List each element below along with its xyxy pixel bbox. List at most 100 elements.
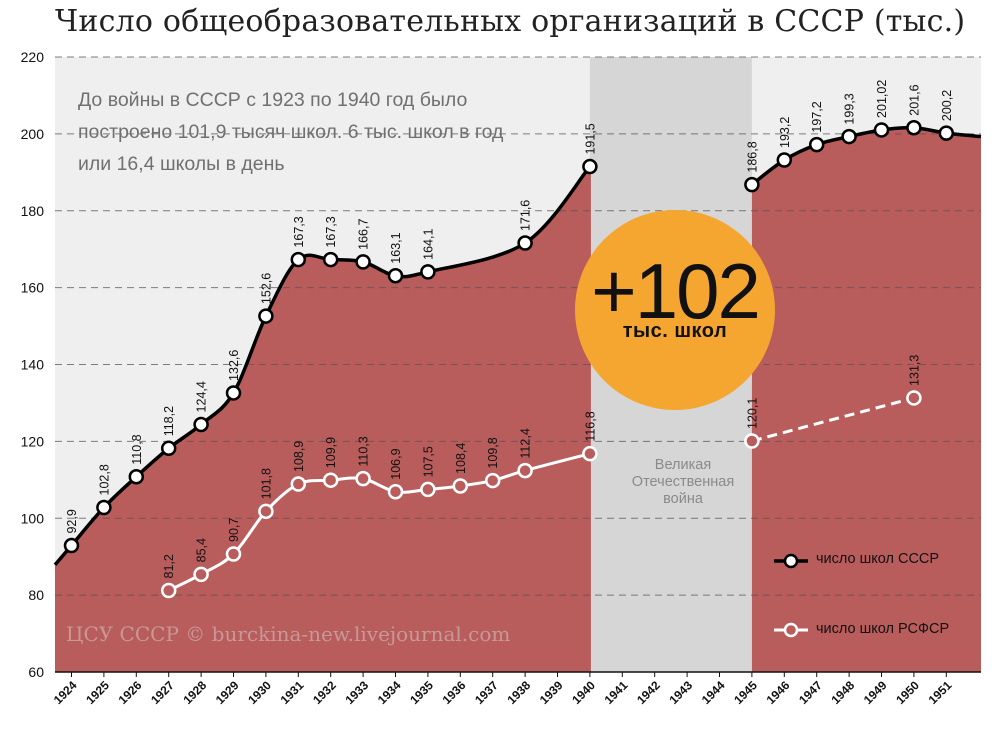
x-tick-label: 1947 xyxy=(796,678,825,707)
rsfsr-point xyxy=(420,481,436,498)
rsfsr-point xyxy=(906,390,922,406)
data-label: 108,9 xyxy=(292,441,306,472)
data-label: 171,6 xyxy=(519,200,533,231)
x-tick-label: 1951 xyxy=(926,678,955,707)
rsfsr-point xyxy=(452,478,469,494)
x-tick-label: 1925 xyxy=(83,678,112,707)
badge-subtitle: тыс. школ xyxy=(622,320,728,342)
ussr-point xyxy=(841,128,857,145)
y-tick-label: 80 xyxy=(28,587,44,603)
y-tick-label: 160 xyxy=(21,280,45,296)
y-tick-label: 220 xyxy=(21,49,45,65)
war-label-line: война xyxy=(663,491,703,507)
ussr-point xyxy=(258,308,274,324)
ussr-point xyxy=(776,152,793,168)
x-tick-label: 1945 xyxy=(731,678,760,707)
legend-marker-ussr xyxy=(783,553,799,569)
ussr-point xyxy=(582,158,598,175)
x-tick-label: 1934 xyxy=(375,678,404,707)
y-tick-label: 120 xyxy=(21,433,45,449)
data-label: 201,02 xyxy=(875,80,889,118)
area-postwar xyxy=(751,127,981,672)
ussr-point xyxy=(387,267,404,284)
grid-layer xyxy=(55,56,981,596)
area-layer xyxy=(55,127,981,672)
rsfsr-point xyxy=(193,566,209,583)
data-label: 166,7 xyxy=(357,219,371,250)
badge-value: +102 xyxy=(591,247,761,335)
x-tick-label: 1929 xyxy=(213,678,242,707)
data-label: 163,1 xyxy=(389,232,403,263)
chart-title: Число общеобразовательных организаций в … xyxy=(55,4,966,39)
data-label: 199,3 xyxy=(843,93,857,124)
data-label: 201,6 xyxy=(907,84,921,115)
data-label: 109,9 xyxy=(324,437,338,468)
data-label: 92,9 xyxy=(65,509,79,533)
rsfsr-point xyxy=(387,483,404,500)
ussr-point xyxy=(744,176,760,193)
rsfsr-point xyxy=(258,503,274,520)
rsfsr-point xyxy=(160,582,177,599)
x-tick-label: 1937 xyxy=(472,678,501,707)
x-tick-label: 1943 xyxy=(666,678,695,707)
ussr-point xyxy=(938,125,955,141)
x-tick-label: 1927 xyxy=(148,678,177,707)
y-tick-label: 180 xyxy=(21,203,45,219)
x-tick-label: 1950 xyxy=(893,678,922,707)
x-tick-label: 1924 xyxy=(51,678,80,707)
x-tick-label: 1946 xyxy=(764,678,793,707)
data-label: 90,7 xyxy=(227,518,241,542)
annotation-text: До войны в СССР с 1923 по 1940 год было … xyxy=(78,84,548,180)
y-tick-label: 60 xyxy=(28,664,44,680)
war-label-line: Отечественная xyxy=(631,474,735,490)
x-tick-label: 1938 xyxy=(504,678,533,707)
ussr-point xyxy=(290,251,307,268)
legend-label-rsfsr: число школ РСФСР xyxy=(816,621,950,637)
war-label-line: Великая xyxy=(654,457,712,473)
ussr-point xyxy=(128,468,145,485)
ussr-point xyxy=(906,119,922,136)
ussr-point xyxy=(160,440,177,457)
data-label: 200,2 xyxy=(940,90,954,121)
data-label: 108,4 xyxy=(454,443,468,474)
x-tick-label: 1936 xyxy=(440,678,469,707)
data-label: 85,4 xyxy=(195,538,209,562)
line-rsfsr-dashed xyxy=(751,396,915,443)
x-tick-label: 1944 xyxy=(699,678,728,707)
y-tick-label: 200 xyxy=(21,126,45,142)
x-tick-label: 1948 xyxy=(828,678,857,707)
ussr-point xyxy=(193,416,209,433)
annotation-line: построено 101,9 тысяч школ. 6 тыс. школ … xyxy=(78,121,504,143)
x-tick-label: 1941 xyxy=(602,678,631,707)
source-watermark: ЦСУ СССР © burckina-new.livejournal.com xyxy=(66,622,511,646)
y-tick-label: 140 xyxy=(21,357,45,373)
annotation-line: До войны в СССР с 1923 по 1940 год было xyxy=(78,89,468,111)
label-layer: 92,9 102,8 110,8 118,2 124,4 132,6 152,6 167,3 1… xyxy=(65,80,954,579)
x-tick-label: 1942 xyxy=(634,678,663,707)
rsfsr-point xyxy=(322,472,339,488)
ussr-point xyxy=(63,537,80,554)
rsfsr-point xyxy=(744,433,760,449)
data-label: 193,2 xyxy=(778,117,792,148)
ussr-point xyxy=(322,251,339,268)
rsfsr-point xyxy=(484,472,501,489)
legend-layer xyxy=(774,553,808,638)
rsfsr-point xyxy=(355,470,371,487)
x-tick-label: 1932 xyxy=(310,678,339,707)
x-tick-label: 1939 xyxy=(537,678,566,707)
war-label: Великая Отечественная война xyxy=(604,457,762,508)
legend-marker-rsfsr xyxy=(783,622,799,638)
annotation-line: или 16,4 школы в день xyxy=(78,153,285,175)
highlight-badge: +102 тыс. школ xyxy=(575,210,775,410)
data-label: 167,3 xyxy=(324,216,338,247)
data-label: 109,8 xyxy=(486,437,500,468)
x-tick-label: 1933 xyxy=(342,678,371,707)
rsfsr-point xyxy=(517,462,533,479)
x-tick-label: 1935 xyxy=(407,678,436,707)
data-label: 118,2 xyxy=(162,406,176,436)
data-label: 102,8 xyxy=(97,464,111,495)
data-label: 110,8 xyxy=(130,434,144,464)
point-layer xyxy=(63,119,955,599)
data-label: 112,4 xyxy=(519,428,533,458)
ussr-point xyxy=(420,264,436,280)
